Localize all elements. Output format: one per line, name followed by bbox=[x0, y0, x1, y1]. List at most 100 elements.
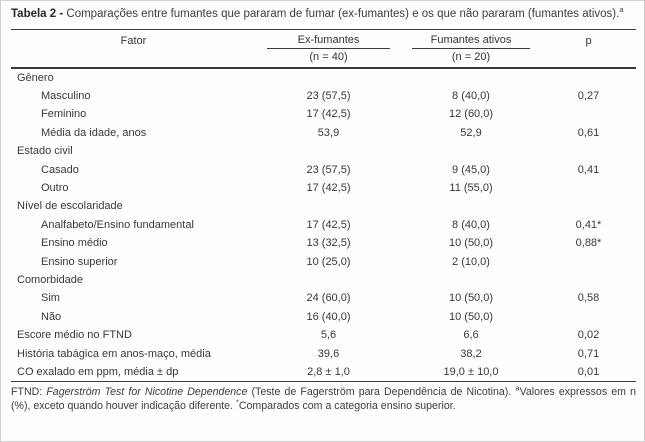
p-value: 0,41* bbox=[575, 218, 602, 231]
fumantes-ativos-value: 38,2 bbox=[460, 347, 482, 360]
table-row: Média da idade, anos 53,9 52,9 0,61 bbox=[11, 124, 636, 142]
fumantes-ativos-value: 8 (40,0) bbox=[452, 90, 490, 103]
table-row: História tabágica em anos-maço, média 39,… bbox=[11, 344, 636, 362]
column-header-ex-fumantes: Ex-fumantes bbox=[256, 29, 401, 49]
p-value: 0,71 bbox=[577, 347, 600, 360]
table-row: Estado civil bbox=[11, 142, 636, 160]
fumantes-ativos-value: 10 (50,0) bbox=[448, 310, 494, 323]
ex-fumantes-value bbox=[256, 197, 401, 215]
footnote-marker-asterisk: * bbox=[235, 397, 239, 407]
row-label: Comorbidade bbox=[17, 273, 84, 286]
column-header-fumantes-ativos: Fumantes ativos bbox=[401, 29, 541, 49]
table-row: Nível de escolaridade bbox=[11, 197, 636, 215]
row-label: Casado bbox=[41, 163, 79, 176]
row-label: Analfabeto/Ensino fundamental bbox=[41, 218, 194, 231]
ex-fumantes-value: 53,9 bbox=[317, 126, 340, 139]
table-row: Outro 17 (42,5) 11 (55,0) bbox=[11, 179, 636, 197]
fumantes-ativos-value: 6,6 bbox=[463, 329, 479, 342]
row-label: Outro bbox=[41, 182, 69, 195]
p-value bbox=[541, 271, 636, 289]
fumantes-ativos-value: 10 (50,0) bbox=[448, 237, 494, 250]
ex-fumantes-value: 16 (40,0) bbox=[306, 310, 351, 323]
fumantes-ativos-value: 52,9 bbox=[460, 126, 482, 139]
ex-fumantes-value: 17 (42,5) bbox=[306, 182, 351, 195]
fumantes-ativos-value bbox=[401, 271, 541, 289]
ex-fumantes-value: 10 (25,0) bbox=[306, 255, 351, 268]
ex-fumantes-value bbox=[256, 68, 401, 87]
table-row: Ensino superior 10 (25,0) 2 (10,0) bbox=[11, 252, 636, 270]
column-header-fator: Fator bbox=[120, 34, 147, 47]
row-label: Nível de escolaridade bbox=[17, 200, 123, 213]
footnote-note-asterisk: Comparados com a categoria ensino superi… bbox=[238, 399, 456, 412]
table-caption-number: Tabela 2 - bbox=[11, 8, 64, 20]
p-value bbox=[541, 142, 636, 160]
ex-fumantes-value bbox=[256, 142, 401, 160]
table-footnote: FTND: Fagerström Test for Nicotine Depen… bbox=[11, 383, 636, 413]
fumantes-ativos-value: 2 (10,0) bbox=[452, 255, 490, 268]
fumantes-ativos-value: 19,0 ± 10,0 bbox=[443, 365, 499, 378]
fumantes-ativos-value: 8 (40,0) bbox=[452, 218, 490, 231]
p-value: 0,88* bbox=[575, 237, 602, 250]
table-row: Analfabeto/Ensino fundamental 17 (42,5) 8 … bbox=[11, 216, 636, 234]
column-subheader-ex-n: (n = 40) bbox=[309, 50, 348, 63]
fumantes-ativos-value: 10 (50,0) bbox=[448, 292, 494, 305]
table-row: Sim 24 (60,0) 10 (50,0) 0,58 bbox=[11, 289, 636, 307]
table-caption: Tabela 2 - Comparações entre fumantes qu… bbox=[11, 5, 635, 22]
table-caption-text: Comparações entre fumantes que pararam d… bbox=[63, 8, 620, 20]
ex-fumantes-value: 24 (60,0) bbox=[306, 292, 351, 305]
ex-fumantes-value: 17 (42,5) bbox=[306, 108, 351, 121]
fumantes-ativos-value: 11 (55,0) bbox=[449, 182, 493, 195]
p-value bbox=[541, 252, 636, 270]
footnote-marker-a: a bbox=[515, 383, 520, 393]
table-row: Gênero bbox=[11, 68, 636, 87]
row-label: Não bbox=[41, 310, 62, 323]
p-value bbox=[541, 68, 636, 87]
ex-fumantes-value: 23 (57,5) bbox=[306, 163, 351, 176]
table-row: Escore médio no FTND 5,6 6,6 0,02 bbox=[11, 326, 636, 344]
ex-fumantes-value bbox=[256, 271, 401, 289]
p-value bbox=[541, 105, 636, 123]
row-label: História tabágica em anos-maço, média bbox=[17, 347, 211, 360]
ex-fumantes-value: 39,6 bbox=[317, 347, 340, 360]
row-label: Masculino bbox=[41, 90, 91, 103]
table-body: Gênero Masculino 23 (57,5) 8 (40,0) 0,27 Fe… bbox=[11, 68, 636, 382]
footnote-abbrev: FTND: bbox=[11, 386, 47, 399]
table-row: Não 16 (40,0) 10 (50,0) bbox=[11, 308, 636, 326]
ex-fumantes-value: 5,6 bbox=[320, 329, 337, 342]
row-label: Estado civil bbox=[17, 145, 73, 158]
p-value: 0,02 bbox=[577, 329, 600, 342]
row-label: Ensino superior bbox=[41, 255, 118, 268]
row-label: Sim bbox=[41, 292, 60, 305]
fumantes-ativos-value: 12 (60,0) bbox=[448, 108, 494, 121]
ex-fumantes-value: 13 (32,5) bbox=[306, 237, 351, 250]
p-value: 0,58 bbox=[577, 292, 600, 305]
table-row: Casado 23 (57,5) 9 (45,0) 0,41 bbox=[11, 160, 636, 178]
row-label: Média da idade, anos bbox=[41, 126, 147, 139]
row-label: Escore médio no FTND bbox=[17, 329, 132, 342]
row-label: Ensino médio bbox=[41, 237, 108, 250]
column-subheader-ativos-n: (n = 20) bbox=[451, 50, 491, 63]
p-value: 0,27 bbox=[577, 90, 600, 103]
table-caption-superscript: a bbox=[619, 5, 624, 15]
fumantes-ativos-value: 9 (45,0) bbox=[452, 163, 490, 176]
fumantes-ativos-value bbox=[401, 142, 541, 160]
fumantes-ativos-value bbox=[401, 68, 541, 87]
row-label: Gênero bbox=[17, 71, 54, 84]
table-row: Feminino 17 (42,5) 12 (60,0) bbox=[11, 105, 636, 123]
footnote-test-name: Fagerström Test for Nicotine Dependence bbox=[46, 386, 248, 399]
fumantes-ativos-value bbox=[401, 197, 541, 215]
p-value bbox=[541, 308, 636, 326]
p-value: 0,61 bbox=[577, 126, 600, 139]
table-row: Comorbidade bbox=[11, 271, 636, 289]
table-row: Masculino 23 (57,5) 8 (40,0) 0,27 bbox=[11, 87, 636, 105]
table-row: CO exalado em ppm, média ± dp 2,8 ± 1,0 19… bbox=[11, 363, 636, 382]
p-value: 0,01 bbox=[577, 365, 600, 378]
footnote-translation: (Teste de Fagerström para Dependência de… bbox=[247, 386, 516, 399]
p-value: 0,41 bbox=[577, 163, 600, 176]
ex-fumantes-value: 2,8 ± 1,0 bbox=[307, 365, 350, 378]
ex-fumantes-value: 17 (42,5) bbox=[306, 218, 351, 231]
footnote-note-a: Valores expressos em n (%), exceto quand… bbox=[11, 386, 636, 412]
comparison-table: Fator Ex-fumantes Fumantes ativos p (n =… bbox=[11, 28, 636, 383]
ex-fumantes-value: 23 (57,5) bbox=[306, 90, 351, 103]
